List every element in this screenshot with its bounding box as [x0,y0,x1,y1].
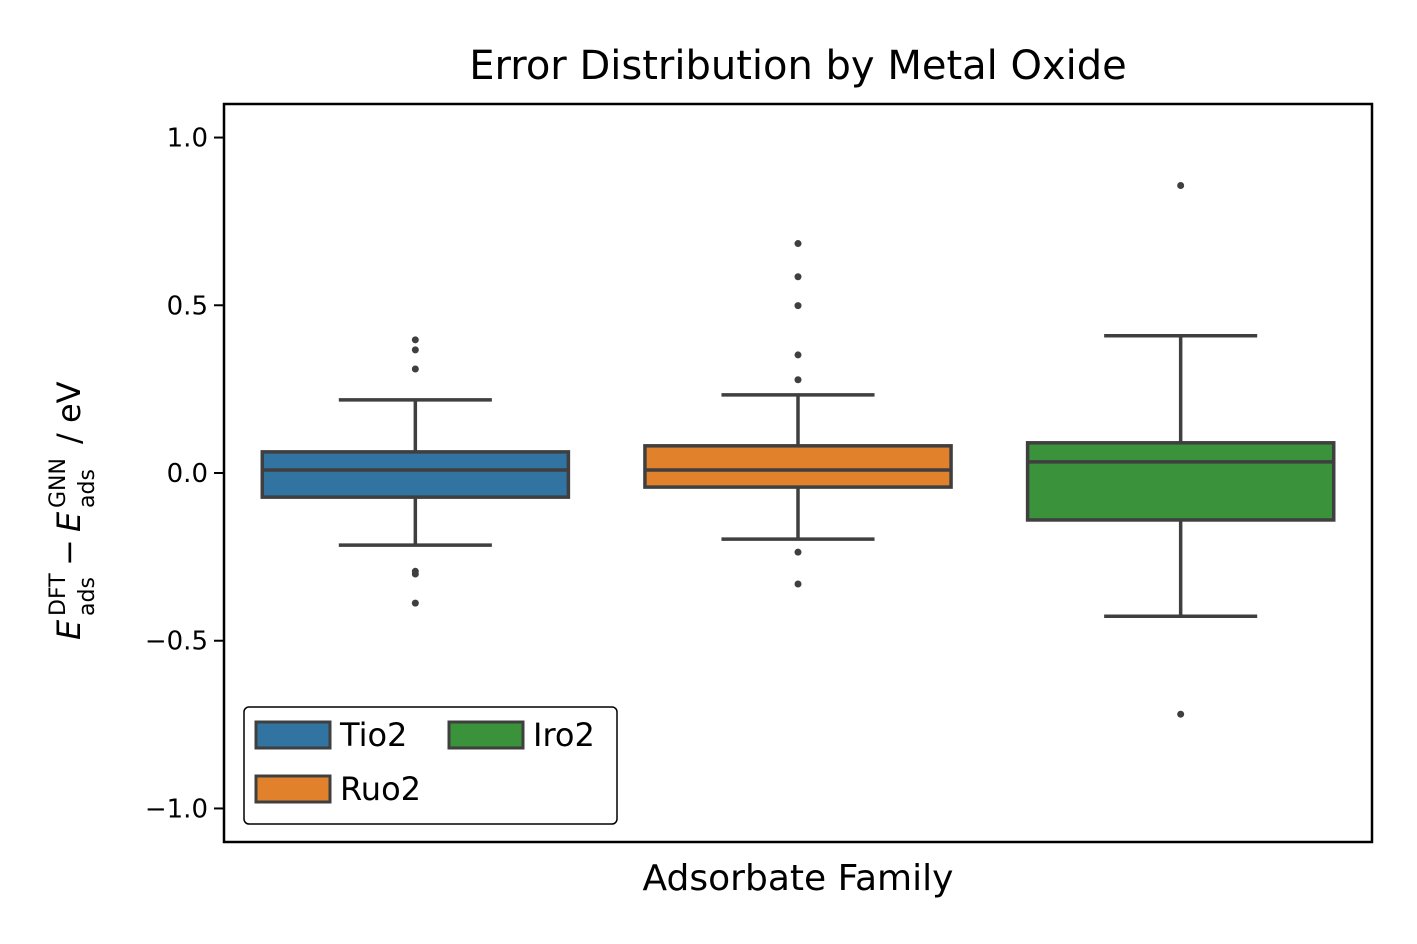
y-tick-label: 0.0 [167,459,208,489]
y-axis-label-part: ads [75,469,100,508]
plot-frame [222,102,1374,844]
y-axis-label-part: − [50,539,88,566]
legend-swatch [254,774,332,804]
outlier [1177,710,1185,718]
y-axis-label-part: ads [75,577,100,616]
y-tick-label: −0.5 [145,627,208,657]
legend-label: Ruo2 [340,770,421,808]
outlier [794,580,802,588]
outlier [794,351,802,359]
x-axis-label: Adsorbate Family [643,858,954,899]
box [643,444,953,489]
y-axis-label-part: GNN [46,458,71,508]
box [1025,441,1336,522]
outlier [794,273,802,281]
legend-label: Iro2 [533,716,595,754]
chart-title: Error Distribution by Metal Oxide [469,43,1126,89]
outlier [1177,182,1185,190]
y-tick-label: −1.0 [145,794,208,824]
outlier [411,570,419,578]
outlier [794,240,802,248]
legend-swatch [254,720,332,750]
outlier [794,302,802,310]
box [260,450,571,499]
y-axis-label-part: E [50,511,88,532]
outlier [794,548,802,556]
y-axis-label-part: / eV [50,381,88,444]
outlier [411,346,419,354]
outlier [794,376,802,384]
legend-swatch [447,720,525,750]
outlier [411,365,419,373]
y-axis-label-part: DFT [46,573,71,616]
y-tick-label: 0.5 [167,291,208,321]
y-axis-label-part: E [50,619,88,640]
y-tick-label: 1.0 [167,124,208,154]
outlier [411,336,419,344]
legend-label: Tio2 [339,716,407,754]
outlier [411,599,419,607]
